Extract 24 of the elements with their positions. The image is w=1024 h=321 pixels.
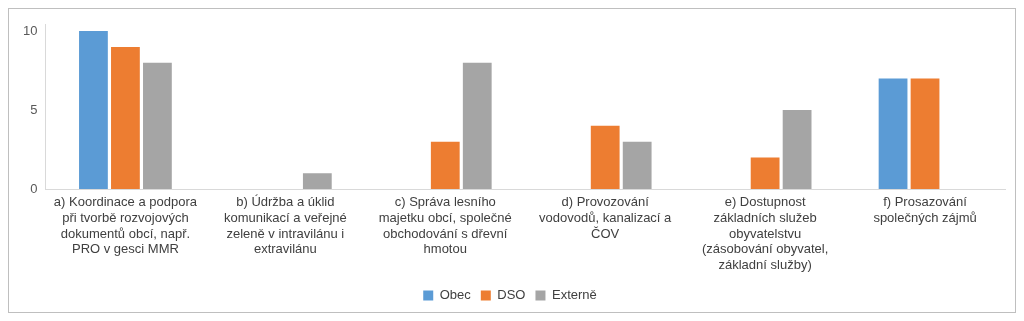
- bar: [750, 157, 780, 189]
- bar: [302, 173, 332, 189]
- bar: [430, 141, 460, 189]
- x-tick-label: d) Provozování vodovodů, kanalizací a ČOV: [539, 194, 673, 241]
- y-tick-label: 10: [22, 22, 38, 38]
- x-tick-label: a) Koordinace a podpora při tvorbě rozvojových dokumentů obcí, např. PRO v gesci MMR: [53, 194, 198, 257]
- x-tick-label: c) Správa lesního majetku obcí, společné obchodování s dřevní hmotou: [378, 194, 512, 257]
- bar: [79, 31, 108, 189]
- bar: [590, 125, 620, 189]
- legend-label: Obec: [439, 287, 472, 303]
- bar: [143, 62, 172, 189]
- x-tick-label: f) Prosazování společných zájmů: [873, 194, 977, 225]
- bar: [622, 141, 652, 189]
- x-tick-label: b) Údržba a úklid komunikací a veřejné zeleně v intravilánu i extravilánu: [223, 194, 347, 257]
- bar: [782, 110, 812, 189]
- bar: [910, 78, 940, 189]
- legend-label: DSO: [497, 287, 526, 303]
- bar: [878, 78, 908, 189]
- bar: [111, 46, 140, 189]
- bar: [462, 62, 492, 189]
- x-tick-label: e) Dostupnost základních služeb obyvatelstvu (zásobování obyvatel, základní služby): [701, 194, 829, 272]
- y-tick-label: 0: [30, 180, 38, 196]
- legend-label: Externě: [551, 287, 597, 303]
- y-tick-label: 5: [30, 101, 38, 117]
